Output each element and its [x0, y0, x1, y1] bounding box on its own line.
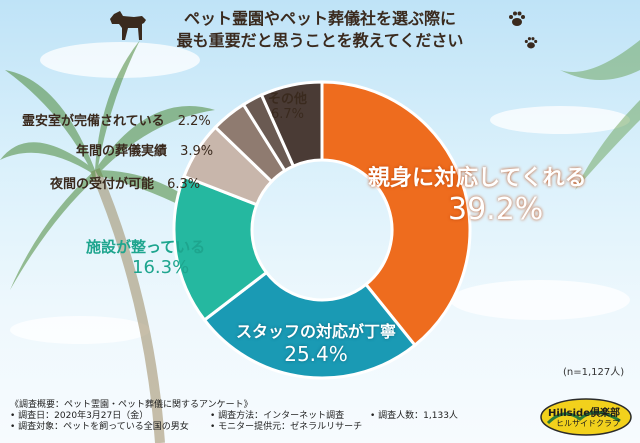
slice-value: 6.3%	[167, 177, 201, 192]
label-reianshitsu: 霊安室が完備されている 2.2%	[22, 110, 211, 129]
chart-title: ペット霊園やペット葬儀社を選ぶ際に 最も重要だと思うことを教えてください	[100, 8, 540, 52]
slice-value: 25.4%	[284, 342, 348, 366]
slice-label: 親身に対応してくれる	[368, 166, 587, 191]
paw-print-icon	[524, 37, 538, 49]
survey-count: • 調査人数：1,133人	[370, 411, 458, 421]
slice-label: スタッフの対応が丁寧	[236, 322, 397, 341]
survey-summary: 《調査概要：ペット霊園・ペット葬儀に関するアンケート》 • 調査日：2020年3…	[10, 400, 530, 433]
logo-main-text: Hillside倶楽部	[548, 408, 620, 419]
survey-date: • 調査日：2020年3月27日（金）	[10, 411, 149, 421]
donut-slice-1	[320, 80, 472, 348]
survey-method: • 調査方法：インターネット調査	[210, 411, 345, 421]
title-line-2: 最も重要だと思うことを教えてください	[176, 31, 464, 50]
title-line-1: ペット霊園やペット葬儀社を選ぶ際に	[183, 9, 456, 28]
slice-label: 施設が整っている	[86, 238, 206, 256]
slice-value: 39.2%	[448, 192, 544, 227]
survey-target: • 調査対象：ペットを飼っている全国の男女	[10, 422, 189, 432]
donut-slice-2	[202, 270, 418, 380]
label-yakan: 夜間の受付が可能 6.3%	[50, 173, 200, 192]
dog-silhouette-icon	[110, 11, 146, 40]
slice-label: その他	[268, 92, 308, 107]
paw-print-icon	[509, 11, 525, 26]
slice-value: 16.3%	[132, 257, 190, 278]
label-nenkan: 年間の葬儀実績 3.9%	[76, 140, 213, 159]
logo-sub-text: ヒルサイドクラブ	[556, 419, 620, 428]
label-staff: スタッフの対応が丁寧 25.4%	[236, 318, 396, 366]
sample-size-note: (n=1,127人)	[563, 367, 625, 378]
label-sonota: その他 6.7%	[268, 88, 307, 122]
slice-value: 2.2%	[177, 114, 211, 129]
survey-heading: 《調査概要：ペット霊園・ペット葬儀に関するアンケート》	[10, 400, 253, 410]
label-shisetsu: 施設が整っている 16.3%	[86, 236, 205, 278]
slice-value: 6.7%	[270, 107, 305, 122]
slice-label: 年間の葬儀実績	[76, 144, 168, 159]
label-shinmi: 親身に対応してくれる 39.2%	[368, 160, 587, 227]
slice-value: 3.9%	[180, 144, 214, 159]
hillside-logo	[540, 398, 632, 436]
survey-provider: • モニター提供元：ゼネラルリサーチ	[210, 422, 363, 432]
slice-label: 霊安室が完備されている	[22, 114, 165, 129]
donut-slice-7	[259, 80, 324, 169]
slice-label: 夜間の受付が可能	[50, 177, 155, 192]
